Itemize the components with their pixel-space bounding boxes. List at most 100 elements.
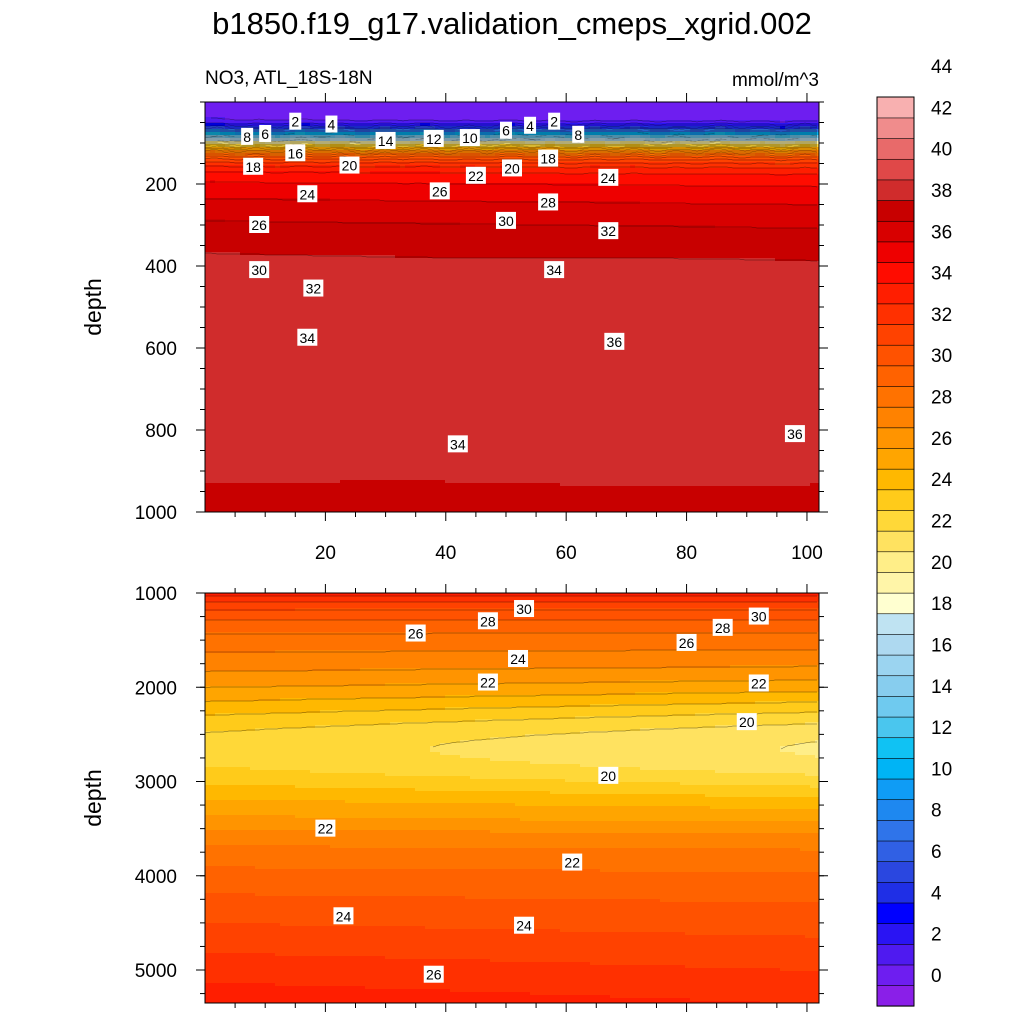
field-cell bbox=[235, 156, 241, 160]
field-cell bbox=[750, 159, 756, 163]
field-cell bbox=[640, 108, 646, 112]
field-cell bbox=[215, 144, 221, 148]
field-cell bbox=[210, 153, 216, 157]
field-cell bbox=[670, 120, 676, 124]
field-cell bbox=[620, 111, 626, 115]
field-cell bbox=[715, 156, 721, 160]
field-cell bbox=[555, 108, 561, 112]
field-cell bbox=[325, 108, 331, 112]
field-cell bbox=[475, 102, 481, 106]
field-cell bbox=[305, 111, 311, 115]
field-cell bbox=[240, 120, 246, 124]
field-cell bbox=[640, 147, 646, 151]
field-cell bbox=[365, 117, 371, 121]
field-cell bbox=[285, 162, 291, 166]
field-cell bbox=[455, 123, 461, 127]
field-cell bbox=[730, 114, 736, 118]
field-cell bbox=[810, 129, 816, 133]
field-cell bbox=[565, 105, 571, 109]
field-cell bbox=[810, 102, 816, 106]
field-cell bbox=[380, 117, 386, 121]
field-cell bbox=[575, 102, 581, 106]
field-cell bbox=[455, 105, 461, 109]
field-cell bbox=[720, 108, 726, 112]
field-cell bbox=[405, 156, 411, 160]
field-cell bbox=[330, 111, 336, 115]
field-cell bbox=[515, 102, 521, 106]
field-cell bbox=[575, 114, 581, 118]
field-cell bbox=[625, 156, 631, 160]
field-cell bbox=[240, 156, 246, 160]
field-cell bbox=[705, 135, 711, 139]
field-cell bbox=[735, 105, 741, 109]
field-cell bbox=[455, 126, 461, 130]
field-cell bbox=[585, 147, 591, 151]
field-cell bbox=[520, 162, 526, 166]
field-cell bbox=[740, 159, 746, 163]
field-cell bbox=[440, 108, 446, 112]
field-cell bbox=[790, 117, 796, 121]
field-cell bbox=[590, 111, 596, 115]
field-cell bbox=[695, 114, 701, 118]
field-cell bbox=[450, 156, 456, 160]
field-cell bbox=[260, 105, 266, 109]
field-cell bbox=[470, 159, 476, 163]
field-cell bbox=[410, 108, 416, 112]
field-cell bbox=[640, 117, 646, 121]
field-cell bbox=[455, 162, 461, 166]
field-cell bbox=[565, 159, 571, 163]
field-cell bbox=[720, 162, 726, 166]
field-cell bbox=[590, 147, 596, 151]
field-cell bbox=[715, 117, 721, 121]
field-cell bbox=[810, 120, 816, 124]
field-cell bbox=[570, 153, 576, 157]
field-cell bbox=[215, 135, 221, 139]
field-cell bbox=[390, 159, 396, 163]
field-cell bbox=[275, 111, 281, 115]
field-cell bbox=[425, 159, 431, 163]
field-cell bbox=[380, 162, 386, 166]
field-cell bbox=[590, 117, 596, 121]
field-cell bbox=[445, 105, 451, 109]
field-cell bbox=[345, 150, 351, 154]
field-cell bbox=[255, 117, 261, 121]
field-cell bbox=[370, 105, 376, 109]
field-cell bbox=[285, 108, 291, 112]
field-cell bbox=[255, 114, 261, 118]
field-cell bbox=[225, 120, 231, 124]
field-cell bbox=[720, 147, 726, 151]
field-cell bbox=[330, 105, 336, 109]
field-cell bbox=[600, 111, 606, 115]
field-cell bbox=[355, 120, 361, 124]
field-cell bbox=[220, 105, 226, 109]
field-cell bbox=[760, 111, 766, 115]
field-cell bbox=[715, 153, 721, 157]
field-cell bbox=[805, 162, 811, 166]
field-cell bbox=[520, 111, 526, 115]
field-cell bbox=[440, 162, 446, 166]
field-cell bbox=[490, 126, 496, 130]
field-cell bbox=[500, 141, 506, 145]
field-cell bbox=[230, 114, 236, 118]
field-cell bbox=[210, 120, 216, 124]
field-cell bbox=[705, 126, 711, 130]
field-cell bbox=[630, 102, 636, 106]
field-cell bbox=[660, 105, 666, 109]
field-cell bbox=[770, 102, 776, 106]
field-cell bbox=[375, 102, 381, 106]
field-cell bbox=[620, 108, 626, 112]
field-cell bbox=[510, 120, 516, 124]
field-cell bbox=[395, 105, 401, 109]
field-cell bbox=[785, 117, 791, 121]
field-cell bbox=[720, 102, 726, 106]
field-cell bbox=[250, 102, 256, 106]
field-cell bbox=[580, 162, 586, 166]
field-cell bbox=[780, 105, 786, 109]
field-cell bbox=[495, 102, 501, 106]
field-cell bbox=[280, 144, 286, 148]
field-cell bbox=[595, 117, 601, 121]
field-cell bbox=[455, 102, 461, 106]
field-cell bbox=[305, 105, 311, 109]
field-cell bbox=[620, 150, 626, 154]
field-cell bbox=[495, 159, 501, 163]
